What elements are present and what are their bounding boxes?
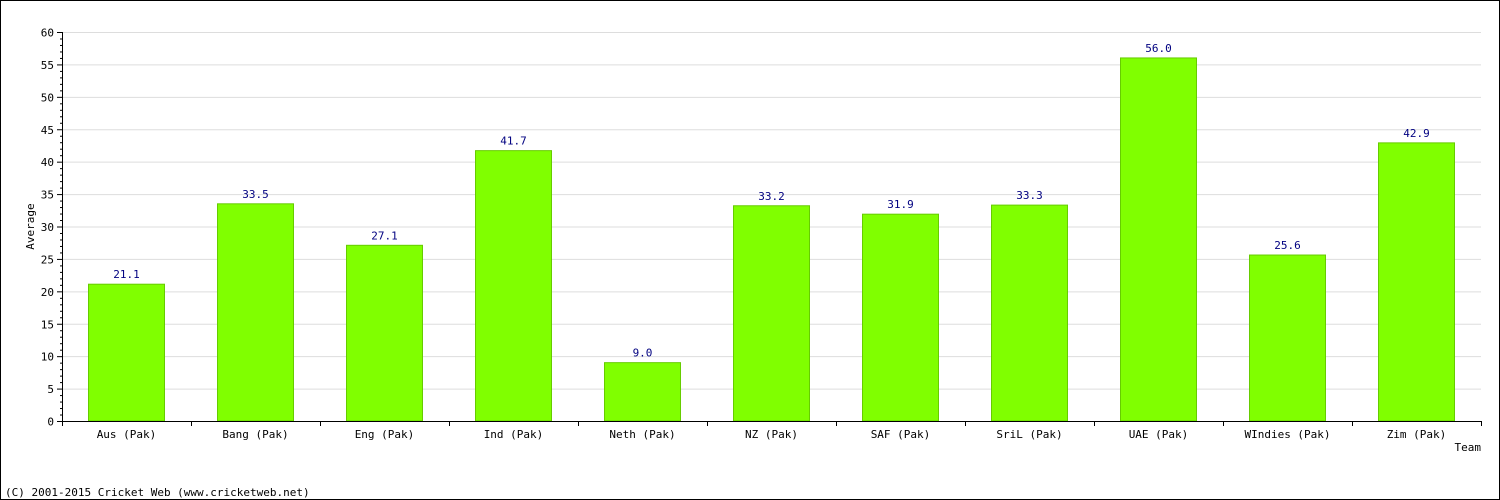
y-tick-label: 40 [41,156,54,169]
bar-value-label: 21.1 [113,268,140,281]
x-tick-label: Bang (Pak) [222,428,288,441]
bar-chart: 0 5 10 15 20 25 30 35 40 45 50 55 60 21.1 Aus (Pak) 33.… [24,27,1482,454]
bar-value-label: 9.0 [633,347,653,360]
x-tick-label: Eng (Pak) [355,428,415,441]
y-tick-label: 10 [41,351,54,364]
y-tick-label: 0 [47,416,54,429]
y-tick-label: 20 [41,286,54,299]
bar [862,213,939,422]
bar-value-label: 33.3 [1016,189,1043,202]
bar-value-label: 42.9 [1403,127,1430,140]
bar [475,150,552,422]
x-tick-label: UAE (Pak) [1129,428,1189,441]
y-tick-label: 55 [41,59,54,72]
y-tick-label: 25 [41,253,54,266]
y-tick-label: 60 [41,27,54,40]
bar-value-label: 31.9 [887,198,914,211]
x-tick-label: SAF (Pak) [871,428,931,441]
x-tick-label: WIndies (Pak) [1244,428,1330,441]
bar [604,362,681,422]
x-tick-label: Zim (Pak) [1387,428,1447,441]
bar [88,283,165,422]
x-tick-label: SriL (Pak) [996,428,1062,441]
bar-value-label: 33.2 [758,190,785,203]
bar [1378,142,1455,422]
x-tick-label: Aus (Pak) [97,428,157,441]
y-tick-label: 5 [47,383,54,396]
y-tick-label: 35 [41,189,54,202]
copyright-notice: (C) 2001-2015 Cricket Web (www.cricketwe… [5,486,310,499]
y-tick-label: 50 [41,91,54,104]
y-tick-label: 15 [41,318,54,331]
bar-value-label: 56.0 [1145,42,1172,55]
bar [1120,57,1197,422]
bar [346,244,423,422]
bar-value-label: 41.7 [500,135,527,148]
bar [217,203,294,422]
bar-value-label: 33.5 [242,188,269,201]
y-tick-label: 45 [41,124,54,137]
bar-value-label: 25.6 [1274,239,1301,252]
bar-value-label: 27.1 [371,229,398,242]
bar [733,205,810,422]
bar [1249,254,1326,422]
x-tick-label: Ind (Pak) [484,428,544,441]
y-axis-title: Average [24,203,37,249]
x-tick-label: NZ (Pak) [745,428,798,441]
y-tick-label: 30 [41,221,54,234]
bar [991,204,1068,422]
x-axis-title: Team [1455,441,1482,454]
x-tick-label: Neth (Pak) [609,428,675,441]
